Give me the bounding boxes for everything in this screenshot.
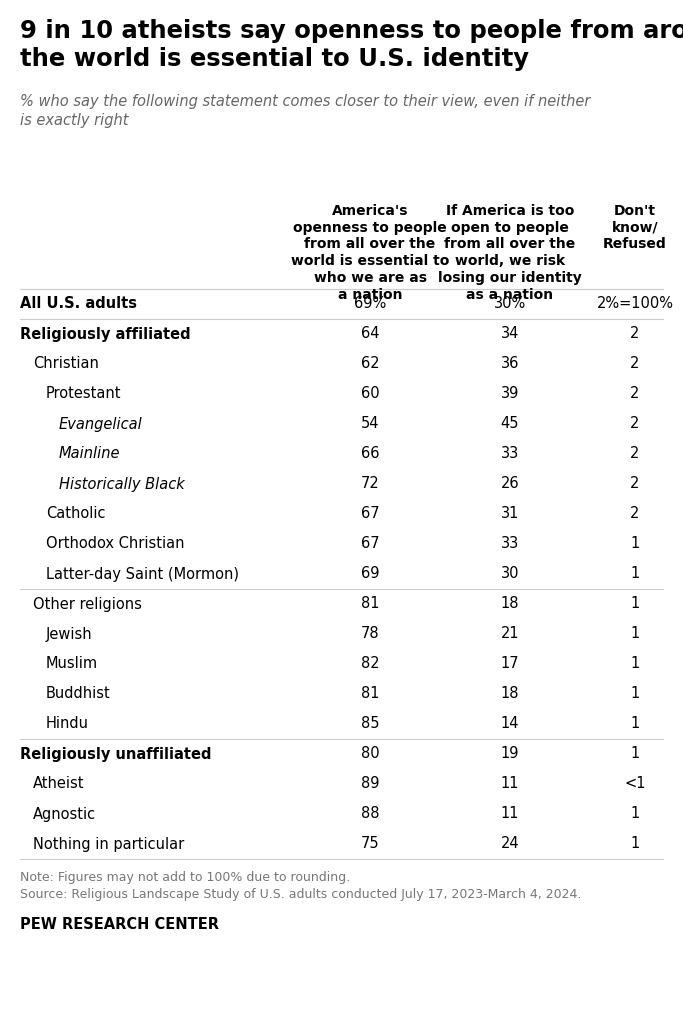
- Text: Evangelical: Evangelical: [59, 417, 143, 431]
- Text: 14: 14: [501, 717, 519, 731]
- Text: 18: 18: [501, 597, 519, 611]
- Text: 33: 33: [501, 446, 519, 462]
- Text: Muslim: Muslim: [46, 656, 98, 672]
- Text: 64: 64: [361, 327, 379, 341]
- Text: 9 in 10 atheists say openness to people from around
the world is essential to U.: 9 in 10 atheists say openness to people …: [20, 19, 683, 71]
- Text: Orthodox Christian: Orthodox Christian: [46, 537, 184, 552]
- Text: Nothing in particular: Nothing in particular: [33, 837, 184, 852]
- Text: Note: Figures may not add to 100% due to rounding.
Source: Religious Landscape S: Note: Figures may not add to 100% due to…: [20, 871, 581, 901]
- Text: 11: 11: [501, 807, 519, 821]
- Text: 81: 81: [361, 686, 379, 701]
- Text: 80: 80: [361, 746, 379, 762]
- Text: Latter-day Saint (Mormon): Latter-day Saint (Mormon): [46, 566, 239, 582]
- Text: 2: 2: [630, 476, 640, 492]
- Text: 82: 82: [361, 656, 379, 672]
- Text: 69: 69: [361, 566, 379, 582]
- Text: 1: 1: [630, 537, 639, 552]
- Text: 30%: 30%: [494, 297, 526, 311]
- Text: 2: 2: [630, 327, 640, 341]
- Text: PEW RESEARCH CENTER: PEW RESEARCH CENTER: [20, 918, 219, 932]
- Text: Religiously unaffiliated: Religiously unaffiliated: [20, 746, 212, 762]
- Text: 62: 62: [361, 356, 379, 372]
- Text: 88: 88: [361, 807, 379, 821]
- Text: 2: 2: [630, 386, 640, 401]
- Text: 11: 11: [501, 776, 519, 792]
- Text: America's
openness to people
from all over the
world is essential to
who we are : America's openness to people from all ov…: [291, 204, 449, 302]
- Text: 69%: 69%: [354, 297, 386, 311]
- Text: 1: 1: [630, 566, 639, 582]
- Text: Protestant: Protestant: [46, 386, 122, 401]
- Text: 81: 81: [361, 597, 379, 611]
- Text: 18: 18: [501, 686, 519, 701]
- Text: Mainline: Mainline: [59, 446, 120, 462]
- Text: 45: 45: [501, 417, 519, 431]
- Text: 26: 26: [501, 476, 519, 492]
- Text: 1: 1: [630, 597, 639, 611]
- Text: Don't
know/
Refused: Don't know/ Refused: [603, 204, 667, 252]
- Text: 2: 2: [630, 507, 640, 521]
- Text: 30: 30: [501, 566, 519, 582]
- Text: 1: 1: [630, 837, 639, 852]
- Text: 2: 2: [630, 417, 640, 431]
- Text: 2: 2: [630, 356, 640, 372]
- Text: 1: 1: [630, 656, 639, 672]
- Text: % who say the following statement comes closer to their view, even if neither
is: % who say the following statement comes …: [20, 94, 590, 128]
- Text: 66: 66: [361, 446, 379, 462]
- Text: All U.S. adults: All U.S. adults: [20, 297, 137, 311]
- Text: 72: 72: [361, 476, 379, 492]
- Text: 89: 89: [361, 776, 379, 792]
- Text: 31: 31: [501, 507, 519, 521]
- Text: Other religions: Other religions: [33, 597, 142, 611]
- Text: 54: 54: [361, 417, 379, 431]
- Text: 78: 78: [361, 627, 379, 641]
- Text: Catholic: Catholic: [46, 507, 105, 521]
- Text: 1: 1: [630, 627, 639, 641]
- Text: Religiously affiliated: Religiously affiliated: [20, 327, 191, 341]
- Text: 67: 67: [361, 537, 379, 552]
- Text: 60: 60: [361, 386, 379, 401]
- Text: If America is too
open to people
from all over the
world, we risk
losing our ide: If America is too open to people from al…: [438, 204, 582, 302]
- Text: 21: 21: [501, 627, 519, 641]
- Text: 34: 34: [501, 327, 519, 341]
- Text: Agnostic: Agnostic: [33, 807, 96, 821]
- Text: Buddhist: Buddhist: [46, 686, 111, 701]
- Text: 24: 24: [501, 837, 519, 852]
- Text: 39: 39: [501, 386, 519, 401]
- Text: 2: 2: [630, 446, 640, 462]
- Text: 19: 19: [501, 746, 519, 762]
- Text: Atheist: Atheist: [33, 776, 85, 792]
- Text: 1: 1: [630, 807, 639, 821]
- Text: 2%=100%: 2%=100%: [596, 297, 673, 311]
- Text: 75: 75: [361, 837, 379, 852]
- Text: 1: 1: [630, 686, 639, 701]
- Text: 67: 67: [361, 507, 379, 521]
- Text: 36: 36: [501, 356, 519, 372]
- Text: 1: 1: [630, 717, 639, 731]
- Text: 85: 85: [361, 717, 379, 731]
- Text: 33: 33: [501, 537, 519, 552]
- Text: 1: 1: [630, 746, 639, 762]
- Text: Jewish: Jewish: [46, 627, 93, 641]
- Text: Hindu: Hindu: [46, 717, 89, 731]
- Text: 17: 17: [501, 656, 519, 672]
- Text: Christian: Christian: [33, 356, 99, 372]
- Text: Historically Black: Historically Black: [59, 476, 184, 492]
- Text: <1: <1: [624, 776, 645, 792]
